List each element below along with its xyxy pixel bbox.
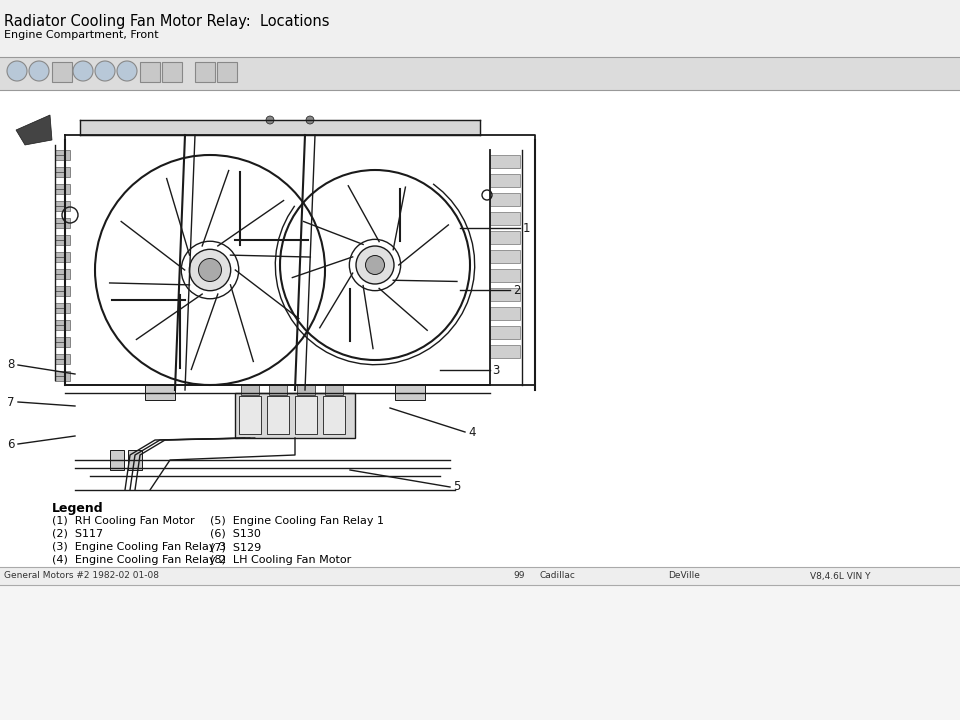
Bar [269, 385, 287, 395]
Bar [490, 269, 520, 282]
Bar [490, 174, 520, 187]
Bar [490, 250, 520, 263]
Bar [490, 288, 520, 301]
Bar [55, 337, 70, 347]
Circle shape [95, 61, 115, 81]
Text: (6)  S130: (6) S130 [210, 529, 261, 539]
Bar [55, 218, 70, 228]
Bar [55, 303, 70, 313]
Bar [0, 90, 960, 575]
Bar [490, 212, 520, 225]
Circle shape [29, 61, 49, 81]
Bar [235, 393, 355, 438]
Text: 1: 1 [523, 222, 531, 235]
Bar [490, 231, 520, 244]
Text: Legend: Legend [52, 502, 104, 515]
Text: (2)  S117: (2) S117 [52, 529, 103, 539]
Bar [241, 385, 259, 395]
Bar [490, 155, 520, 168]
Text: V8,4.6L VIN Y: V8,4.6L VIN Y [809, 572, 871, 580]
Circle shape [366, 256, 385, 274]
Bar [0, 567, 960, 585]
Text: Cadillac: Cadillac [540, 572, 575, 580]
Text: (5)  Engine Cooling Fan Relay 1: (5) Engine Cooling Fan Relay 1 [210, 516, 384, 526]
Bar [55, 371, 70, 381]
Bar [55, 354, 70, 364]
Circle shape [199, 258, 222, 282]
Text: 99: 99 [514, 572, 525, 580]
Bar [55, 167, 70, 177]
Text: 6: 6 [8, 438, 15, 451]
Bar [239, 396, 261, 434]
Circle shape [117, 61, 137, 81]
Text: (4)  Engine Cooling Fan Relay 2: (4) Engine Cooling Fan Relay 2 [52, 555, 227, 565]
Text: 3: 3 [492, 364, 499, 377]
Bar [490, 193, 520, 206]
Text: 8: 8 [8, 359, 15, 372]
Text: (8)  LH Cooling Fan Motor: (8) LH Cooling Fan Motor [210, 555, 351, 565]
Text: 2: 2 [513, 284, 520, 297]
Bar [0, 57, 960, 90]
Bar [55, 201, 70, 211]
Bar [140, 62, 160, 82]
Circle shape [189, 249, 230, 291]
Text: General Motors #2 1982-02 01-08: General Motors #2 1982-02 01-08 [4, 572, 159, 580]
Bar [217, 62, 237, 82]
Bar [55, 184, 70, 194]
Circle shape [306, 116, 314, 124]
Circle shape [7, 61, 27, 81]
Bar [490, 326, 520, 339]
Bar [195, 62, 215, 82]
Text: (7)  S129: (7) S129 [210, 542, 261, 552]
Bar [0, 0, 960, 57]
Bar [490, 345, 520, 358]
Bar [110, 450, 124, 470]
Bar [490, 307, 520, 320]
Bar [162, 62, 182, 82]
Text: (3)  Engine Cooling Fan Relay 3: (3) Engine Cooling Fan Relay 3 [52, 542, 226, 552]
Bar [295, 396, 317, 434]
Bar [145, 385, 175, 400]
Text: 5: 5 [453, 480, 461, 493]
Bar [0, 585, 960, 720]
Text: Radiator Cooling Fan Motor Relay:  Locations: Radiator Cooling Fan Motor Relay: Locati… [4, 14, 329, 29]
Bar [55, 286, 70, 296]
Bar [267, 396, 289, 434]
Bar [395, 385, 425, 400]
Text: Engine Compartment, Front: Engine Compartment, Front [4, 30, 158, 40]
Circle shape [73, 61, 93, 81]
Bar [55, 150, 70, 160]
Bar [55, 269, 70, 279]
Bar [55, 320, 70, 330]
Circle shape [266, 116, 274, 124]
Bar [297, 385, 315, 395]
Text: 7: 7 [8, 395, 15, 408]
Bar [325, 385, 343, 395]
Bar [52, 62, 72, 82]
Polygon shape [16, 115, 52, 145]
Bar [55, 252, 70, 262]
Bar [128, 450, 142, 470]
Text: DeVille: DeVille [668, 572, 700, 580]
Bar [323, 396, 345, 434]
Bar [55, 235, 70, 245]
Text: 4: 4 [468, 426, 475, 438]
Circle shape [356, 246, 394, 284]
Text: (1)  RH Cooling Fan Motor: (1) RH Cooling Fan Motor [52, 516, 195, 526]
